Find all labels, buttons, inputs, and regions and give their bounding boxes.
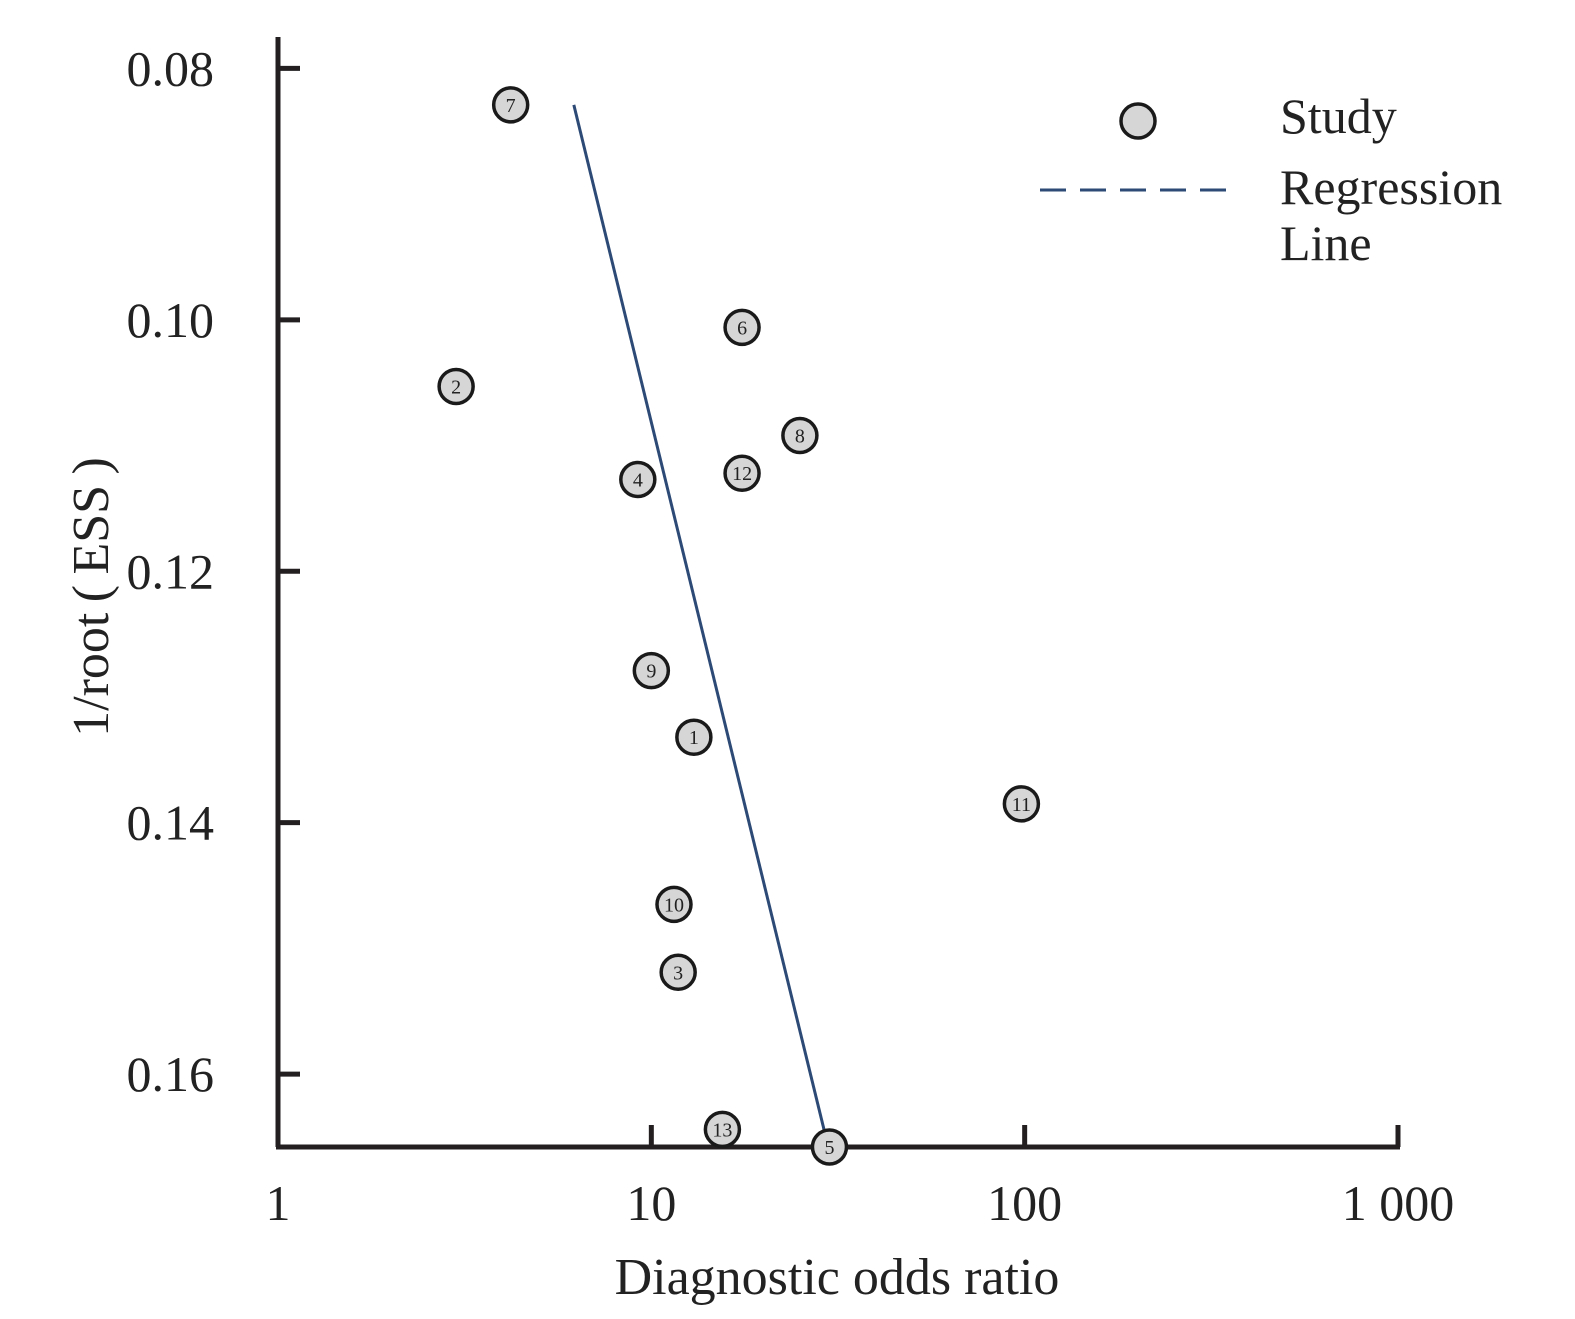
study-label: 2 (451, 376, 461, 398)
legend-study-marker (1119, 102, 1157, 140)
study-marker (723, 454, 761, 492)
y-tick-label: 0.10 (127, 292, 215, 348)
study-marker (1002, 785, 1041, 823)
study-label: 5 (824, 1137, 834, 1159)
study-point-4: 4 (619, 460, 657, 499)
regression-layer (572, 104, 826, 1130)
study-marker (703, 1110, 742, 1149)
study-marker (632, 651, 671, 690)
study-marker (781, 416, 819, 455)
study-label: 7 (506, 95, 516, 117)
study-point-5: 5 (810, 1128, 849, 1166)
study-point-3: 3 (659, 953, 697, 992)
x-tick-label: 10 (626, 1175, 676, 1231)
y-tick-label: 0.12 (127, 543, 215, 599)
axes: 0.08 0.10 0.12 0.14 0.16 1 10 100 1 000 (127, 37, 1455, 1231)
study-label: 12 (732, 463, 752, 485)
study-marker (675, 718, 713, 756)
x-axis-title: Diagnostic odds ratio (615, 1249, 1060, 1306)
study-point-9: 9 (632, 651, 671, 690)
x-tick-label: 100 (987, 1175, 1062, 1231)
regression-line (572, 104, 826, 1130)
study-marker (619, 460, 657, 499)
study-label: 10 (664, 894, 684, 916)
study-marker (655, 885, 693, 924)
study-point-8: 8 (781, 416, 819, 455)
study-point-12: 12 (723, 454, 761, 492)
study-label: 11 (1012, 794, 1031, 816)
study-point-2: 2 (437, 367, 475, 406)
study-label: 3 (673, 962, 683, 984)
study-point-13: 13 (703, 1110, 742, 1149)
study-label: 13 (712, 1119, 732, 1141)
study-point-7: 7 (491, 86, 530, 124)
y-tick-label: 0.16 (127, 1046, 215, 1102)
study-point-10: 10 (655, 885, 693, 924)
y-tick-label: 0.14 (127, 795, 215, 851)
study-label: 6 (737, 317, 747, 339)
study-marker (659, 953, 697, 992)
study-point-6: 6 (723, 308, 761, 347)
legend-regression-label-line1: Regression (1280, 159, 1502, 215)
study-point-11: 11 (1002, 785, 1041, 823)
x-tick-label: 1 000 (1342, 1175, 1455, 1231)
study-label: 8 (795, 425, 805, 447)
study-label: 4 (633, 469, 643, 491)
study-label: 1 (689, 727, 699, 749)
study-label: 9 (646, 661, 656, 683)
legend-regression-label-line2: Line (1280, 215, 1372, 271)
legend-study-label: Study (1280, 88, 1397, 144)
study-marker (810, 1128, 849, 1166)
study-point-1: 1 (675, 718, 713, 756)
y-axis-title: 1/root ( ESS ) (63, 457, 120, 737)
y-tick-label: 0.08 (127, 40, 215, 96)
x-tick-label: 1 (266, 1175, 291, 1231)
study-marker (437, 367, 475, 406)
legend: Study Regression Line (1040, 88, 1502, 271)
study-marker (491, 86, 530, 124)
study-marker (723, 308, 761, 347)
